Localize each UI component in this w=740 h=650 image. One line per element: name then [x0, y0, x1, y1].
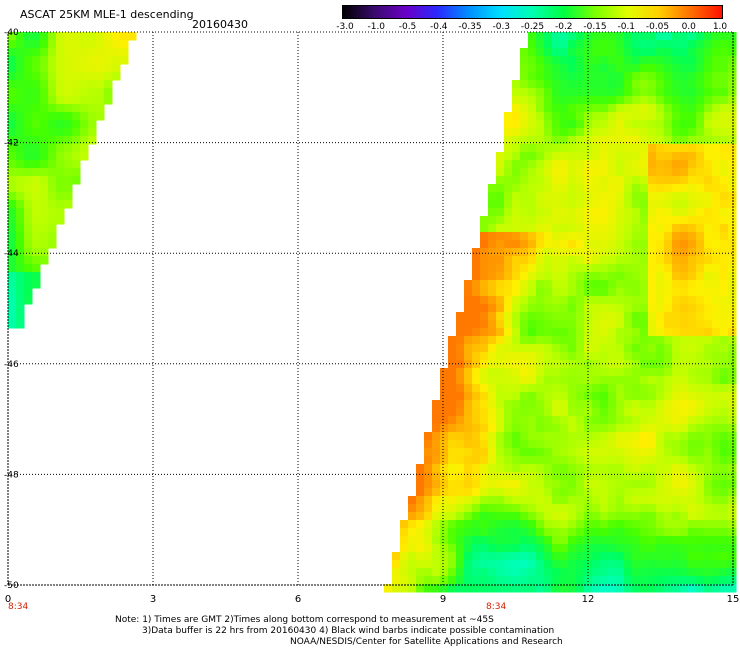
colorbar-label: -0.5 [398, 22, 417, 32]
colorbar-label: -3.0 [336, 22, 354, 32]
colorbar [342, 5, 723, 19]
x-tick-label: 6 [295, 594, 301, 605]
grid-lines [7, 31, 734, 586]
y-tick-label: -40 [4, 28, 19, 38]
x-tick-label: 15 [727, 594, 740, 605]
chart-date: 20160430 [192, 18, 248, 31]
colorbar-label: -0.3 [492, 22, 511, 32]
colorbar-label: -0.2 [554, 22, 573, 32]
chart-title: ASCAT 25KM MLE-1 descending [20, 8, 194, 21]
y-tick-label: -42 [4, 139, 19, 149]
colorbar-label: -0.1 [617, 22, 636, 32]
time-label: 8:34 [8, 602, 28, 612]
swath-layer [8, 32, 737, 593]
x-tick-label: 3 [150, 594, 156, 605]
colorbar-label: -0.35 [458, 22, 482, 32]
x-tick-label: 0 [5, 594, 11, 605]
y-tick-label: -50 [4, 581, 19, 591]
y-tick-label: -44 [4, 249, 19, 259]
colorbar-label: -0.15 [583, 22, 607, 32]
axis-labels: 0 3 6 9 12 15 -40 -42 -44 -46 -48 -50 8:34 8:34 [4, 28, 739, 612]
note-line-3: NOAA/NESDIS/Center for Satellite Applica… [290, 637, 563, 647]
colorbar-label: -0.25 [520, 22, 545, 32]
y-tick-label: -48 [4, 470, 19, 480]
colorbar-label: -1.0 [367, 22, 386, 32]
colorbar-label: 1.0 [712, 22, 728, 32]
x-tick-label: 9 [440, 594, 446, 605]
colorbar-label: 0.0 [681, 22, 696, 32]
y-tick-label: -46 [4, 360, 19, 370]
colorbar-label: -0.4 [429, 22, 448, 32]
colorbar-label: -0.05 [645, 22, 670, 32]
x-tick-label: 12 [582, 594, 595, 605]
time-label: 8:34 [486, 602, 506, 612]
note-line-1: Note: 1) Times are GMT 2)Times along bot… [115, 615, 494, 625]
note-line-2: 3)Data buffer is 22 hrs from 20160430 4)… [142, 626, 555, 636]
